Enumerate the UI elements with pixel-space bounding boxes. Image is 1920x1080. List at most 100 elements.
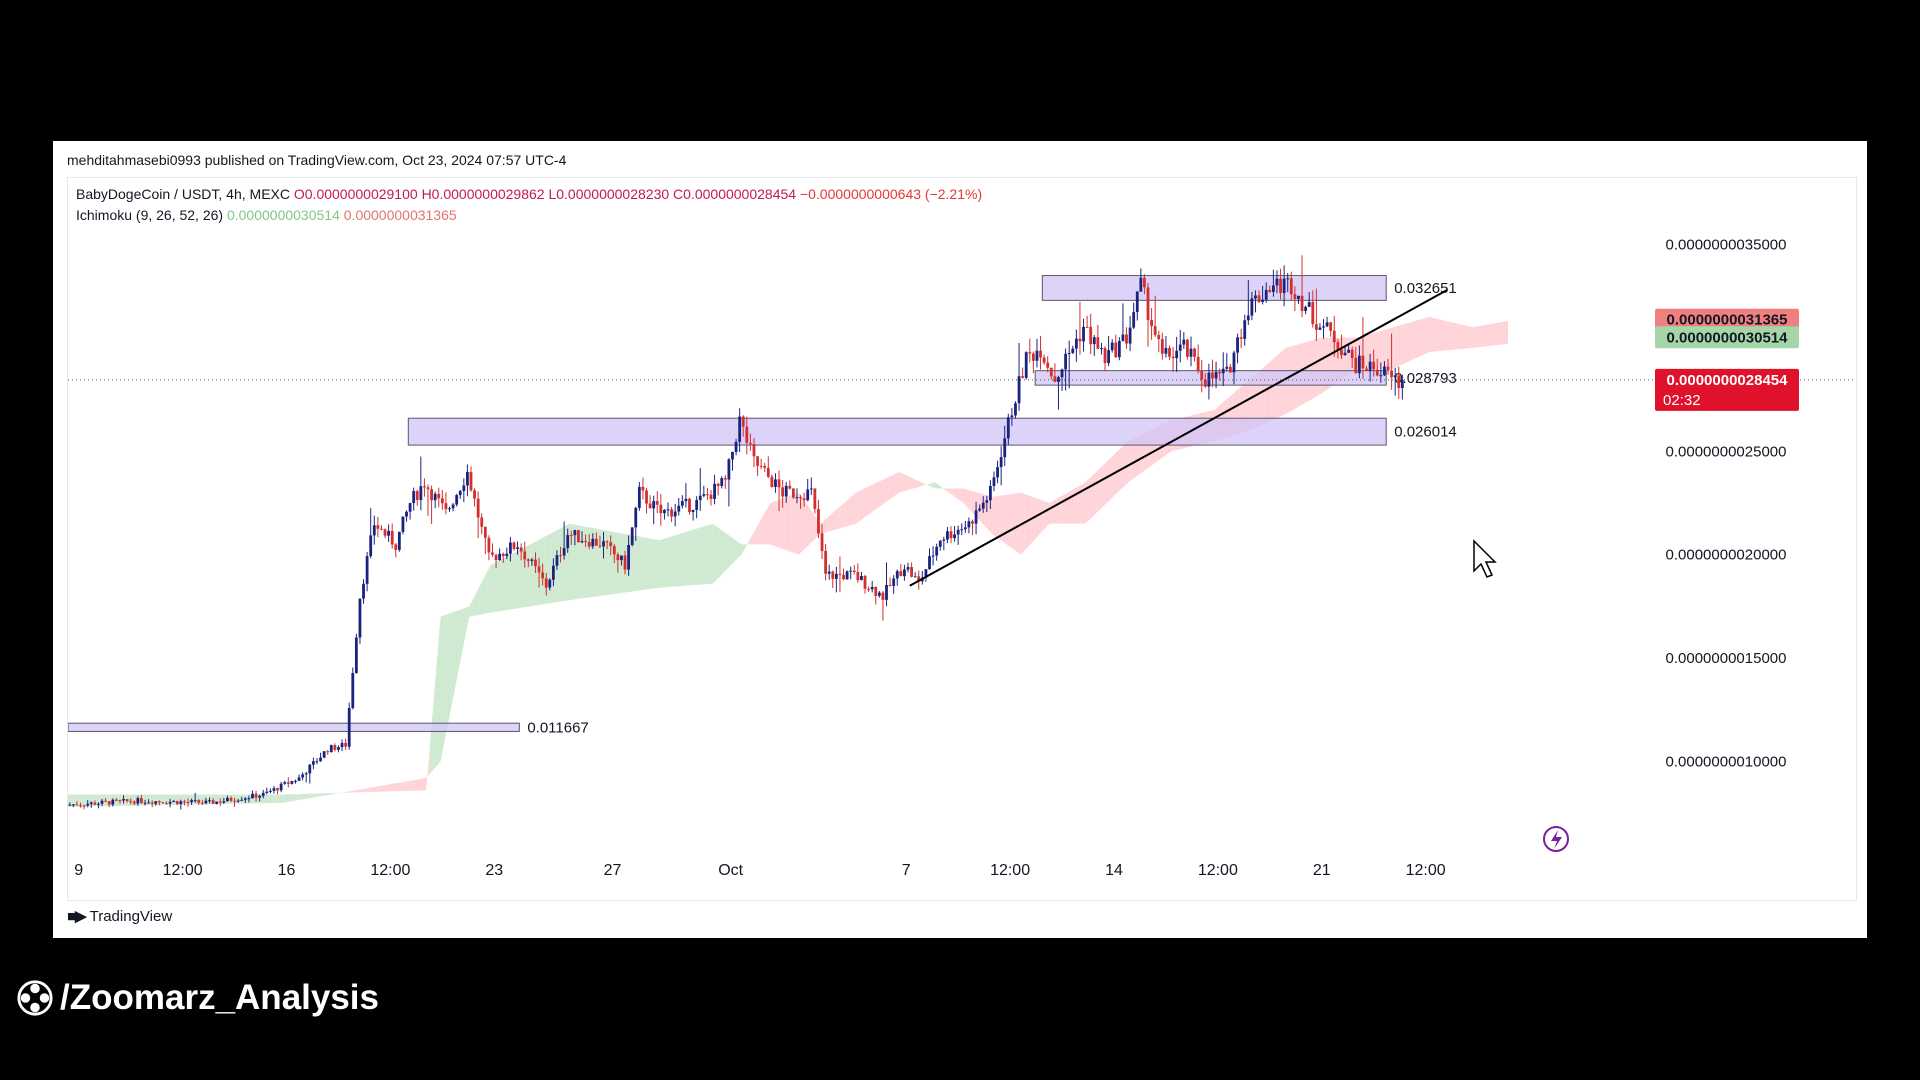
ichimoku-cloud-segment xyxy=(942,487,946,491)
symbol-name[interactable]: BabyDogeCoin / USDT, 4h, MEXC xyxy=(76,186,290,202)
ichimoku-cloud-segment xyxy=(1038,499,1043,536)
ichimoku-cloud-segment xyxy=(350,790,355,793)
candle-body xyxy=(1257,295,1261,302)
candle-body xyxy=(222,801,226,803)
candle-body xyxy=(433,493,437,501)
candle-body xyxy=(924,569,928,578)
x-tick-label: 12:00 xyxy=(990,862,1030,879)
ichimoku-cloud-segment xyxy=(1135,435,1140,478)
ichimoku-cloud-segment xyxy=(1045,501,1050,528)
candle-body xyxy=(1372,361,1376,370)
candle-body xyxy=(154,801,158,804)
ichimoku-cloud-segment xyxy=(426,746,430,791)
ichimoku-cloud-segment xyxy=(479,578,484,615)
candle-body xyxy=(641,486,645,491)
ichimoku-cloud-segment xyxy=(752,528,756,545)
ichimoku-cloud-segment xyxy=(788,495,792,553)
candle-body xyxy=(1139,277,1143,292)
ichimoku-cloud-segment xyxy=(802,497,806,552)
price-chart[interactable]: 0.011667 0.026014 0.028793 0.032651 0.000000… xyxy=(68,178,1856,900)
ichimoku-cloud-segment xyxy=(279,794,283,803)
candle-body xyxy=(487,537,491,553)
ichimoku-cloud-segment xyxy=(805,502,810,548)
ichimoku-cloud-segment xyxy=(727,534,731,570)
candle-body xyxy=(1014,403,1017,416)
candle-body xyxy=(881,592,885,600)
ichimoku-cloud-segment xyxy=(1013,493,1018,553)
candle-body xyxy=(1096,337,1100,349)
candle-body xyxy=(741,416,745,427)
candle-body xyxy=(251,793,254,799)
candle-body xyxy=(727,459,731,480)
candle-body xyxy=(494,554,498,561)
ichimoku-cloud-segment xyxy=(368,787,373,793)
ichimoku-cloud-segment xyxy=(1386,328,1390,369)
candle-body xyxy=(648,503,652,509)
candle-body xyxy=(1390,370,1393,378)
mouse-cursor-icon xyxy=(1473,539,1497,578)
candle-body xyxy=(455,495,459,505)
candle-body xyxy=(942,539,946,541)
candle-body xyxy=(351,673,355,709)
price-badge-label: 0.0000000030514 xyxy=(1667,329,1789,346)
candle-body xyxy=(698,495,702,501)
candle-body xyxy=(809,488,813,490)
x-tick-label: 7 xyxy=(902,862,911,879)
candle-body xyxy=(97,803,100,805)
candle-body xyxy=(1361,355,1365,369)
ichimoku-cloud-segment xyxy=(343,791,348,793)
candle-body xyxy=(279,783,283,791)
ichimoku-cloud-segment xyxy=(1400,324,1405,366)
ichimoku-cloud-segment xyxy=(924,483,928,486)
ichimoku-cloud-segment xyxy=(798,492,803,555)
candle-body xyxy=(412,491,416,504)
candle-body xyxy=(1264,289,1268,300)
ichimoku-cloud-segment xyxy=(859,489,864,522)
ichimoku-label[interactable]: Ichimoku (9, 26, 52, 26) xyxy=(76,207,224,223)
candle-body xyxy=(358,598,362,638)
candle-body xyxy=(107,801,111,805)
ichimoku-cloud-segment xyxy=(870,484,874,514)
ichimoku-cloud-segment xyxy=(1128,439,1132,483)
candle-body xyxy=(1057,377,1060,382)
candle-body xyxy=(444,503,448,510)
ichimoku-cloud-segment xyxy=(411,779,416,791)
candle-body xyxy=(885,584,888,600)
ichimoku-cloud-segment xyxy=(397,782,402,792)
candle-body xyxy=(870,586,874,590)
candle-body xyxy=(1150,319,1153,327)
candle-body xyxy=(548,579,552,588)
candle-body xyxy=(1304,306,1308,311)
candle-body xyxy=(1092,337,1096,345)
ichimoku-cloud-segment xyxy=(505,555,509,611)
countdown-label: 02:32 xyxy=(1663,392,1701,409)
ichimoku-cloud-segment xyxy=(766,502,771,545)
candle-body xyxy=(215,801,219,804)
x-tick-label: 12:00 xyxy=(163,862,203,879)
x-tick-label: 12:00 xyxy=(370,862,410,879)
candle-body xyxy=(1046,362,1050,368)
ichimoku-cloud-segment xyxy=(82,794,86,807)
ichimoku-cloud-segment xyxy=(569,523,574,601)
ichimoku-cloud-segment xyxy=(501,557,506,611)
ichimoku-cloud-segment xyxy=(1375,331,1380,369)
x-tick-label: 12:00 xyxy=(1198,862,1238,879)
candle-body xyxy=(860,575,863,581)
ichimoku-cloud-segment xyxy=(848,495,853,526)
ichimoku-cloud-segment xyxy=(1379,330,1383,369)
ichimoku-cloud-segment xyxy=(78,794,83,807)
ichimoku-cloud-segment xyxy=(1070,488,1075,524)
ichimoku-cloud-segment xyxy=(336,792,341,794)
candle-body xyxy=(1271,285,1275,292)
ichimoku-cloud-segment xyxy=(676,533,681,587)
ichimoku-cloud-segment xyxy=(494,561,498,613)
candle-body xyxy=(458,490,462,496)
chart-panel[interactable]: 0.011667 0.026014 0.028793 0.032651 0.000000… xyxy=(67,177,1857,901)
ichimoku-cloud-segment xyxy=(884,477,889,503)
candle-body xyxy=(673,511,677,517)
ichimoku-cloud-segment xyxy=(383,784,387,792)
candle-body xyxy=(1010,415,1014,418)
candle-body xyxy=(1386,366,1390,371)
candle-body xyxy=(834,573,838,579)
candle-body xyxy=(354,637,358,674)
